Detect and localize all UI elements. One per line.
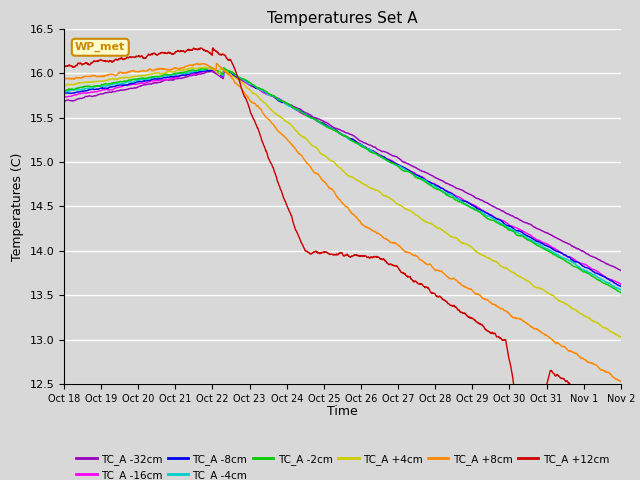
TC_A +8cm	[617, 379, 625, 384]
TC_A -16cm	[504, 221, 512, 227]
TC_A +8cm	[60, 76, 68, 82]
TC_A +8cm	[584, 359, 591, 365]
TC_A -32cm	[504, 211, 512, 217]
TC_A -8cm	[504, 223, 512, 228]
TC_A +4cm	[359, 181, 367, 187]
TC_A -4cm	[207, 65, 215, 71]
Line: TC_A -16cm: TC_A -16cm	[64, 71, 621, 284]
TC_A -32cm	[568, 243, 575, 249]
Text: WP_met: WP_met	[75, 42, 125, 52]
TC_A -4cm	[504, 225, 512, 230]
TC_A -16cm	[584, 263, 591, 269]
TC_A +8cm	[617, 379, 625, 384]
TC_A +8cm	[359, 222, 367, 228]
TC_A -2cm	[207, 65, 215, 71]
TC_A -16cm	[371, 149, 379, 155]
TC_A -16cm	[568, 255, 575, 261]
TC_A +12cm	[216, 51, 223, 57]
TC_A -2cm	[359, 144, 367, 150]
TC_A -16cm	[60, 94, 68, 100]
TC_A -2cm	[60, 87, 68, 93]
TC_A -8cm	[209, 67, 216, 73]
TC_A +12cm	[584, 393, 591, 398]
TC_A -32cm	[371, 144, 379, 150]
TC_A -32cm	[216, 73, 223, 79]
TC_A +8cm	[371, 229, 379, 235]
Line: TC_A -32cm: TC_A -32cm	[64, 72, 621, 270]
TC_A +8cm	[504, 310, 512, 316]
TC_A -32cm	[584, 251, 591, 257]
TC_A +8cm	[568, 349, 575, 355]
TC_A -4cm	[60, 89, 68, 95]
TC_A +12cm	[617, 415, 625, 421]
TC_A -2cm	[568, 263, 575, 268]
TC_A +4cm	[584, 315, 591, 321]
TC_A -4cm	[584, 268, 591, 274]
TC_A +12cm	[209, 45, 217, 51]
TC_A +12cm	[504, 353, 512, 359]
TC_A +4cm	[617, 334, 625, 340]
TC_A -8cm	[359, 143, 367, 148]
Line: TC_A +8cm: TC_A +8cm	[64, 63, 621, 382]
TC_A +12cm	[371, 254, 379, 260]
TC_A -8cm	[371, 150, 379, 156]
TC_A -32cm	[207, 69, 215, 74]
TC_A -32cm	[60, 98, 68, 104]
TC_A +12cm	[568, 382, 576, 388]
TC_A -2cm	[216, 69, 223, 74]
TC_A -4cm	[617, 287, 625, 293]
TC_A +4cm	[504, 267, 512, 273]
TC_A -2cm	[584, 270, 591, 276]
Line: TC_A -8cm: TC_A -8cm	[64, 70, 621, 286]
TC_A -2cm	[504, 227, 512, 232]
TC_A -16cm	[617, 281, 625, 287]
Line: TC_A +12cm: TC_A +12cm	[64, 48, 621, 460]
TC_A +4cm	[60, 84, 68, 89]
TC_A +4cm	[371, 187, 379, 192]
X-axis label: Time: Time	[327, 405, 358, 418]
TC_A -32cm	[617, 267, 625, 273]
TC_A +12cm	[524, 457, 532, 463]
TC_A -8cm	[568, 257, 575, 263]
TC_A -32cm	[359, 139, 367, 145]
TC_A -4cm	[359, 143, 367, 149]
Line: TC_A +4cm: TC_A +4cm	[64, 67, 621, 337]
TC_A -16cm	[359, 143, 367, 149]
TC_A +4cm	[216, 72, 223, 77]
TC_A +4cm	[201, 64, 209, 70]
TC_A -4cm	[568, 259, 575, 265]
TC_A -16cm	[206, 68, 214, 73]
TC_A +12cm	[60, 64, 68, 70]
TC_A -4cm	[371, 150, 379, 156]
TC_A +4cm	[568, 305, 575, 311]
TC_A +8cm	[216, 63, 223, 69]
TC_A -8cm	[617, 283, 625, 289]
Legend: TC_A -32cm, TC_A -16cm, TC_A -8cm, TC_A -4cm, TC_A -2cm, TC_A +4cm, TC_A +8cm, T: TC_A -32cm, TC_A -16cm, TC_A -8cm, TC_A …	[72, 450, 613, 480]
Y-axis label: Temperatures (C): Temperatures (C)	[11, 152, 24, 261]
TC_A +12cm	[359, 253, 367, 259]
TC_A -2cm	[617, 290, 625, 296]
Title: Temperatures Set A: Temperatures Set A	[267, 11, 418, 26]
Line: TC_A -2cm: TC_A -2cm	[64, 68, 621, 293]
TC_A -2cm	[371, 150, 379, 156]
TC_A +8cm	[193, 60, 201, 66]
TC_A -8cm	[216, 72, 223, 77]
Line: TC_A -4cm: TC_A -4cm	[64, 68, 621, 290]
TC_A -4cm	[216, 70, 223, 76]
TC_A -16cm	[216, 72, 223, 78]
TC_A -8cm	[60, 91, 68, 96]
TC_A -8cm	[584, 265, 591, 271]
